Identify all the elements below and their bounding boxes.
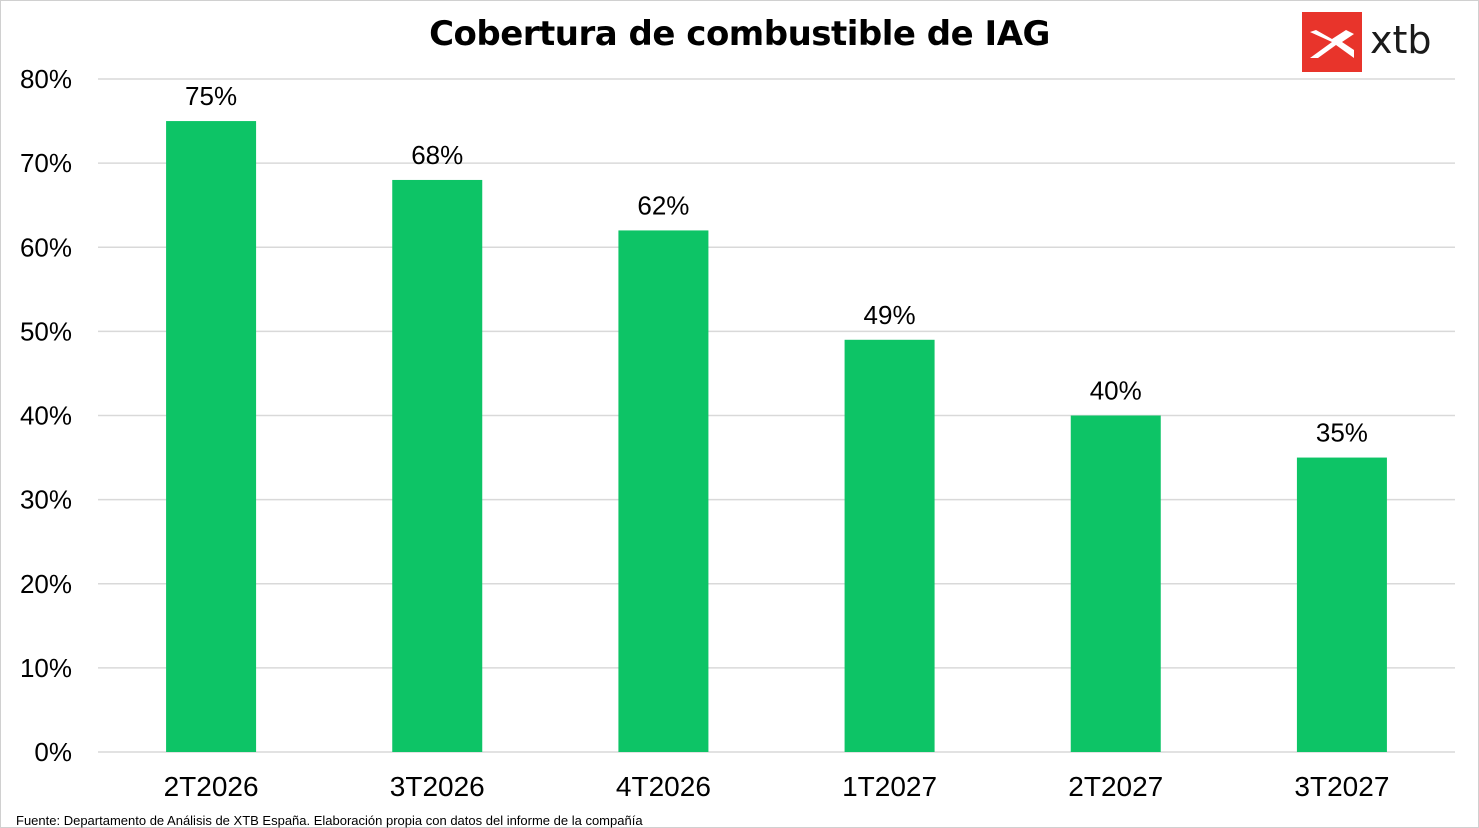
xtb-logo: xtb (1302, 12, 1452, 72)
bar-4T2026 (618, 230, 709, 753)
grid-lines (98, 78, 1455, 753)
bar-3T2026 (392, 179, 483, 752)
xtb-logo-icon (1302, 12, 1362, 72)
data-label: 49% (864, 300, 916, 330)
x-axis-category-labels: 2T2026 3T2026 4T2026 1T2027 2T2027 3T2027 (164, 771, 1390, 802)
data-label: 75% (185, 81, 237, 111)
bar-1T2027 (844, 339, 935, 752)
bar-2T2026 (166, 121, 257, 752)
bar-2T2027 (1070, 415, 1161, 752)
y-tick-label: 70% (20, 148, 72, 178)
data-label: 35% (1316, 418, 1368, 448)
y-tick-label: 20% (20, 569, 72, 599)
y-axis-tick-labels: 0% 10% 20% 30% 40% 50% 60% 70% 80% (20, 64, 72, 767)
data-labels: 75% 68% 62% 49% 40% 35% (185, 81, 1368, 448)
y-tick-label: 50% (20, 316, 72, 346)
data-label: 68% (411, 140, 463, 170)
x-category-label: 3T2027 (1294, 771, 1389, 802)
y-tick-label: 30% (20, 485, 72, 515)
source-note: Fuente: Departamento de Análisis de XTB … (16, 813, 643, 828)
y-tick-label: 40% (20, 401, 72, 431)
bar-3T2027 (1296, 457, 1387, 752)
xtb-logo-text: xtb (1370, 18, 1432, 62)
y-tick-label: 60% (20, 232, 72, 262)
data-label: 40% (1090, 376, 1142, 406)
data-label: 62% (637, 190, 689, 220)
bars (166, 121, 1387, 753)
y-tick-label: 0% (34, 737, 72, 767)
x-category-label: 2T2026 (164, 771, 259, 802)
x-category-label: 2T2027 (1068, 771, 1163, 802)
y-tick-label: 10% (20, 653, 72, 683)
y-tick-label: 80% (20, 64, 72, 94)
x-category-label: 4T2026 (616, 771, 711, 802)
x-category-label: 3T2026 (390, 771, 485, 802)
chart-title: Cobertura de combustible de IAG (429, 14, 1050, 54)
x-category-label: 1T2027 (842, 771, 937, 802)
